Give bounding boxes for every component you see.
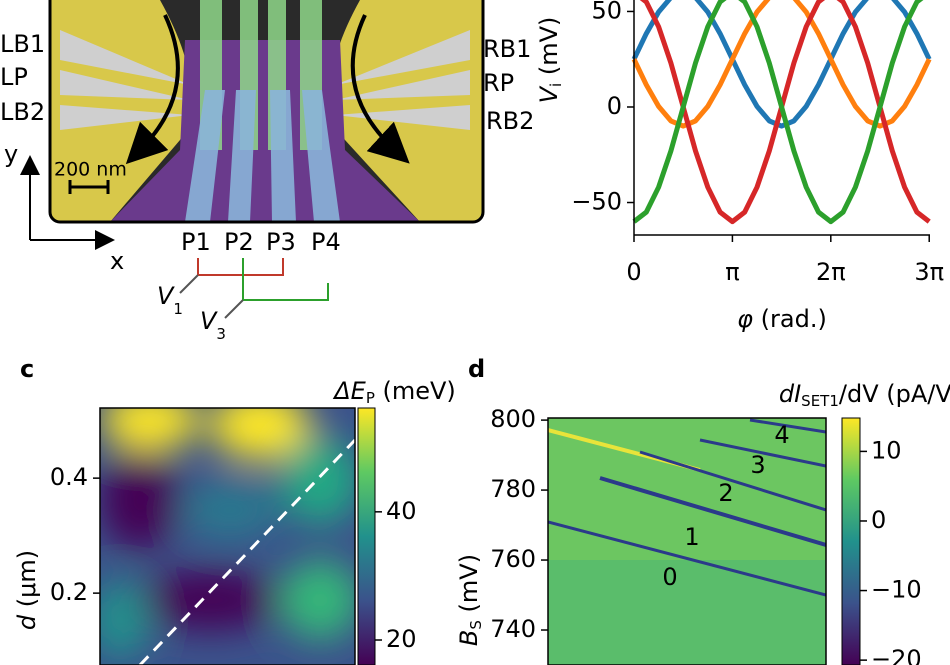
label-part: 3 [216,325,226,343]
heatmap-d [548,418,826,665]
lead-label: LP [0,63,28,91]
label-part: i [547,83,565,87]
y-axis-label: Vi (mV) [535,17,565,104]
y-tick-label: 760 [490,545,536,573]
annotation: 1 [684,523,699,551]
label-part: (meV) [375,377,456,405]
panel-label: c [20,355,34,383]
lead-label: RB2 [486,107,534,135]
axis-label: x [110,247,124,275]
colorbar-tick-label: 20 [386,625,417,653]
label-part: (μm) [13,550,41,615]
y-tick-label: 780 [490,475,536,503]
lead-label: RP [483,69,514,97]
label-part: dI [779,380,801,408]
axes-arrows [20,155,329,319]
colorbar-title: ΔEP (meV) [332,377,456,407]
lead-label: LB2 [0,98,45,126]
annotation: 2 [718,479,733,507]
colorbar-tick-label: 40 [386,497,417,525]
axis-label: y [4,140,18,168]
panel-label: d [468,355,485,383]
y-tick-label: 0 [607,92,622,120]
y-tick-label: 0.4 [50,463,88,491]
heatmap-c [100,408,355,665]
label-part: (mV) [455,554,483,620]
frame-c [99,407,356,665]
annotation: 0 [662,563,677,591]
device-frame [48,0,485,224]
label-part: φ [737,305,753,333]
label-part: V [535,85,563,103]
y-tick-label: 800 [490,405,536,433]
lead-label: RB1 [483,35,531,63]
y-tick-label: −50 [571,188,622,216]
annotation: 3 [750,451,765,479]
gate-label: P4 [311,228,341,256]
series-line [632,0,924,225]
y-tick-label: 50 [591,0,622,24]
colorbar-title: dISET1/dV (pA/V) [779,380,950,410]
label-part: 1 [173,300,183,318]
label-part: P [366,389,375,407]
colorbar-tick-label: 10 [871,436,902,464]
colorbar-tick-label: 0 [871,506,886,534]
label-part: V [200,307,218,335]
x-tick-label: 2π [816,258,846,286]
x-tick-label: 0 [626,258,641,286]
gate-label: P1 [181,228,211,256]
x-tick-label: π [725,258,739,286]
label-part: B [455,630,483,646]
x-tick-label: 3π [914,258,944,286]
x-axis-label: φ (rad.) [737,305,827,333]
colorbar-c [357,407,376,665]
scale-bar-label: 200 nm [54,159,127,181]
label-part: /dV (pA/V) [839,380,950,408]
gate-label: P2 [224,228,254,256]
y-axis-label: BS (mV) [455,554,485,646]
frame-d [547,417,827,665]
label-part: V [157,282,175,310]
series-line [631,0,932,129]
colorbar-tick-label: −20 [871,645,922,665]
colorbar-tick-label: −10 [871,576,922,604]
voltage-label: V1 [157,282,183,318]
y-tick-label: 0.2 [50,578,88,606]
annotation: 4 [774,421,789,449]
label-part: (mV) [535,17,563,83]
label-part: d [13,614,41,630]
voltage-label: V3 [200,307,226,343]
device-image [50,0,483,222]
label-part: S [467,620,485,630]
colorbar-d [841,417,861,665]
label-part: SET1 [801,392,839,410]
y-tick-label: 740 [490,615,536,643]
lead-label: LB1 [0,30,45,58]
series-line [631,0,932,129]
label-part: (rad.) [753,305,827,333]
y-axis-label: d (μm) [13,550,41,630]
gate-label: P3 [266,228,296,256]
label-part: ΔE [332,377,366,405]
